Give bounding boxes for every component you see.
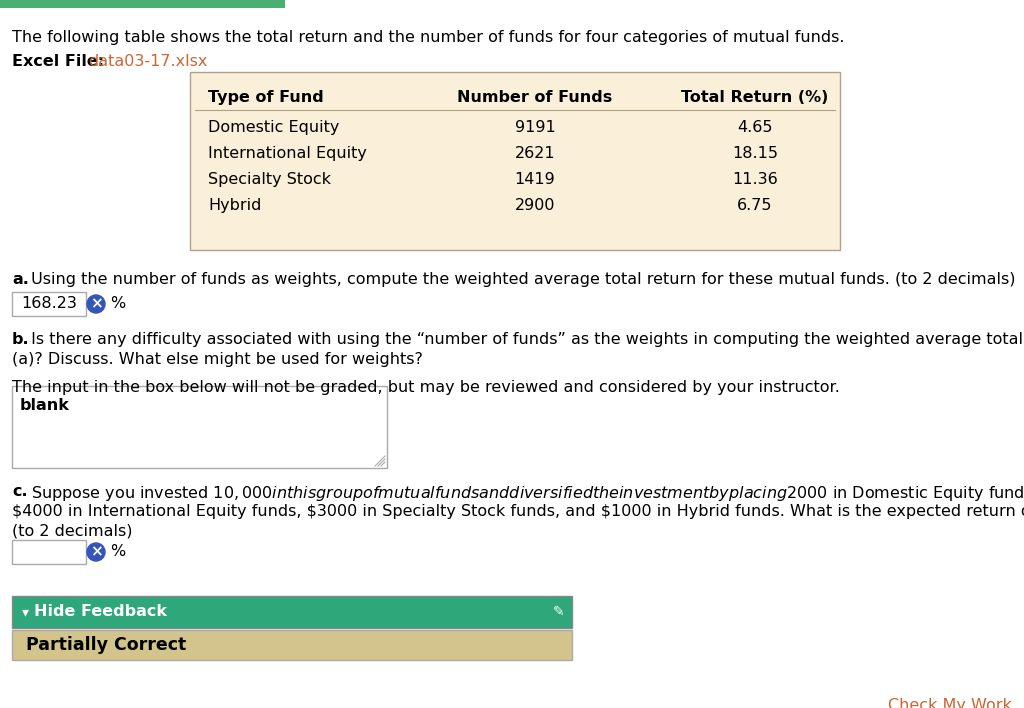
Text: Suppose you invested $10,000 in this group of mutual funds and diversified the i: Suppose you invested $10,000 in this gro… (26, 484, 1024, 503)
Text: The input in the box below will not be graded, but may be reviewed and considere: The input in the box below will not be g… (12, 380, 840, 395)
Text: 1419: 1419 (515, 172, 555, 187)
Circle shape (87, 543, 105, 561)
Bar (190, 72, 840, 250)
Bar (12, 630, 572, 660)
Text: ×: × (90, 297, 102, 312)
Text: blank: blank (20, 398, 70, 413)
Text: ×: × (90, 544, 102, 559)
Text: $4000 in International Equity funds, $3000 in Specialty Stock funds, and $1000 i: $4000 in International Equity funds, $30… (12, 504, 1024, 519)
Text: Partially Correct: Partially Correct (26, 636, 186, 654)
Bar (12, 540, 86, 564)
Text: 2900: 2900 (515, 198, 555, 213)
Bar (0, 0, 285, 8)
Text: 11.36: 11.36 (732, 172, 778, 187)
Text: data03-17.xlsx: data03-17.xlsx (88, 54, 208, 69)
Text: Is there any difficulty associated with using the “number of funds” as the weigh: Is there any difficulty associated with … (26, 332, 1024, 347)
Text: Excel File:: Excel File: (12, 54, 104, 69)
Bar (12, 292, 86, 316)
Text: Check My Work: Check My Work (888, 698, 1012, 708)
Text: 4.65: 4.65 (737, 120, 773, 135)
Circle shape (87, 295, 105, 313)
Bar (12, 596, 572, 628)
Text: %: % (110, 544, 125, 559)
Text: Using the number of funds as weights, compute the weighted average total return : Using the number of funds as weights, co… (26, 272, 1016, 287)
Text: b.: b. (12, 332, 30, 347)
Text: 9191: 9191 (515, 120, 555, 135)
Text: Hide Feedback: Hide Feedback (34, 605, 167, 620)
Text: a.: a. (12, 272, 29, 287)
Text: International Equity: International Equity (208, 146, 367, 161)
Text: (to 2 decimals): (to 2 decimals) (12, 524, 132, 539)
Text: 2621: 2621 (515, 146, 555, 161)
Text: %: % (110, 297, 125, 312)
Text: Number of Funds: Number of Funds (458, 90, 612, 105)
Text: ▾: ▾ (22, 605, 29, 619)
Text: ✎: ✎ (552, 605, 564, 619)
Text: c.: c. (12, 484, 28, 499)
Text: 18.15: 18.15 (732, 146, 778, 161)
Text: Specialty Stock: Specialty Stock (208, 172, 331, 187)
Text: The following table shows the total return and the number of funds for four cate: The following table shows the total retu… (12, 30, 845, 45)
Text: Domestic Equity: Domestic Equity (208, 120, 339, 135)
Text: (a)? Discuss. What else might be used for weights?: (a)? Discuss. What else might be used fo… (12, 352, 423, 367)
Text: Total Return (%): Total Return (%) (681, 90, 828, 105)
Text: 6.75: 6.75 (737, 198, 773, 213)
Bar (12, 386, 387, 468)
Text: 168.23: 168.23 (22, 297, 77, 312)
Text: Type of Fund: Type of Fund (208, 90, 324, 105)
Text: Hybrid: Hybrid (208, 198, 261, 213)
